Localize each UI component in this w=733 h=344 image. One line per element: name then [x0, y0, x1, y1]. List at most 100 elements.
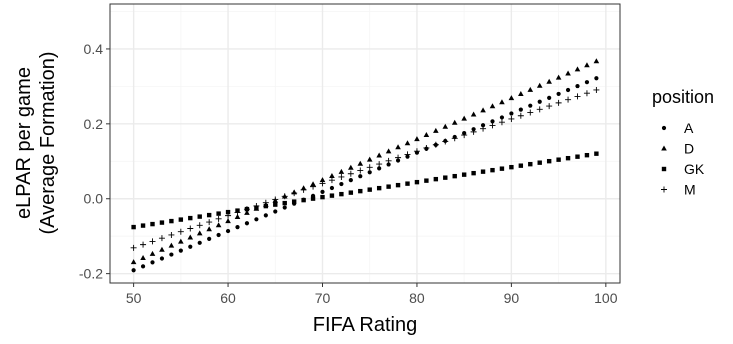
x-tick-label: 70	[315, 290, 331, 306]
legend-title: position	[652, 87, 714, 107]
data-point-gk	[263, 203, 269, 209]
data-point-gk	[518, 163, 524, 168]
data-point-m	[206, 219, 213, 226]
data-point-a	[169, 252, 174, 257]
legend-label-gk: GK	[684, 161, 705, 177]
data-point-m	[149, 238, 156, 245]
data-point-a	[197, 240, 202, 245]
data-point-gk	[405, 181, 410, 186]
data-point-m	[234, 209, 241, 216]
y-axis-label-line-2: (Average Formation)	[37, 51, 59, 234]
series-a	[131, 76, 599, 273]
data-point-gk	[376, 185, 382, 191]
data-point-gk	[565, 155, 571, 161]
data-point-a	[320, 189, 325, 194]
data-point-d	[244, 209, 250, 215]
data-point-m	[432, 141, 439, 148]
data-point-a	[547, 95, 552, 100]
data-point-d	[451, 119, 458, 125]
data-point-m	[187, 225, 194, 232]
data-point-d	[404, 140, 411, 146]
data-point-gk	[537, 160, 542, 165]
data-point-m	[281, 193, 288, 200]
data-point-m	[366, 164, 373, 171]
data-point-gk	[367, 187, 372, 192]
data-point-m	[347, 170, 354, 177]
data-point-gk	[169, 218, 174, 224]
panel-background	[110, 4, 620, 283]
data-point-m	[593, 86, 600, 93]
data-point-m	[376, 161, 383, 168]
data-point-gk	[584, 152, 590, 158]
data-point-gk	[461, 172, 467, 177]
data-point-gk	[414, 179, 420, 185]
data-point-gk	[556, 157, 561, 162]
y-tick-label: -0.2	[79, 266, 103, 282]
data-point-d	[196, 230, 203, 236]
data-point-m	[404, 151, 411, 158]
legend-key-gk	[661, 166, 667, 172]
data-point-a	[282, 205, 287, 210]
data-point-d	[140, 254, 146, 260]
x-axis-label: FIFA Rating	[313, 314, 418, 336]
data-point-gk	[594, 151, 599, 156]
data-point-d	[565, 70, 571, 76]
data-point-d	[489, 103, 496, 109]
legend: position AD GK M	[652, 87, 714, 198]
data-point-d	[527, 86, 534, 92]
data-point-d	[574, 66, 581, 72]
y-axis-label-line-1: eLPAR per game	[13, 67, 35, 219]
data-point-gk	[433, 176, 439, 182]
data-point-a	[480, 123, 486, 128]
data-point-m	[253, 202, 260, 209]
data-point-m	[196, 222, 203, 229]
data-point-d	[319, 177, 326, 183]
data-point-a	[225, 228, 231, 234]
data-point-gk	[395, 182, 401, 188]
data-point-a	[509, 111, 514, 116]
data-point-gk	[282, 200, 287, 206]
data-point-a	[358, 174, 363, 179]
data-point-d	[178, 238, 184, 244]
data-point-gk	[159, 220, 165, 225]
legend-label-d: D	[684, 141, 694, 157]
x-tick-label: 60	[220, 290, 236, 306]
data-point-a	[575, 83, 580, 89]
data-point-d	[149, 250, 156, 256]
data-point-gk	[509, 164, 514, 170]
data-point-m	[574, 93, 581, 100]
data-point-d	[518, 91, 524, 97]
data-point-a	[537, 99, 542, 104]
data-point-a	[556, 91, 561, 97]
data-point-gk	[150, 221, 155, 227]
x-tick-label: 50	[126, 290, 142, 306]
data-point-d	[593, 58, 600, 64]
data-point-d	[376, 152, 382, 158]
data-point-a	[386, 162, 391, 167]
data-point-m	[243, 206, 250, 213]
data-point-a	[273, 209, 278, 214]
data-point-m	[461, 132, 468, 139]
data-point-a	[159, 256, 165, 261]
data-point-a	[499, 115, 505, 120]
legend-key-m	[661, 186, 667, 193]
data-point-d	[414, 136, 420, 142]
legend-key-d	[661, 145, 667, 151]
data-point-a	[367, 170, 372, 175]
data-point-d	[584, 62, 590, 68]
data-point-d	[470, 111, 477, 117]
data-point-a	[263, 213, 268, 218]
data-point-m	[291, 190, 298, 197]
data-point-gk	[329, 193, 335, 198]
data-point-m	[451, 135, 458, 142]
data-point-m	[489, 122, 496, 129]
y-tick-label: 0.0	[84, 191, 104, 207]
data-point-d	[357, 160, 364, 166]
data-point-gk	[358, 188, 363, 194]
data-point-gk	[216, 211, 221, 216]
data-point-d	[508, 95, 515, 101]
data-point-m	[262, 199, 269, 206]
data-point-gk	[188, 215, 193, 221]
data-point-d	[130, 259, 137, 265]
x-tick-label: 100	[594, 290, 618, 306]
